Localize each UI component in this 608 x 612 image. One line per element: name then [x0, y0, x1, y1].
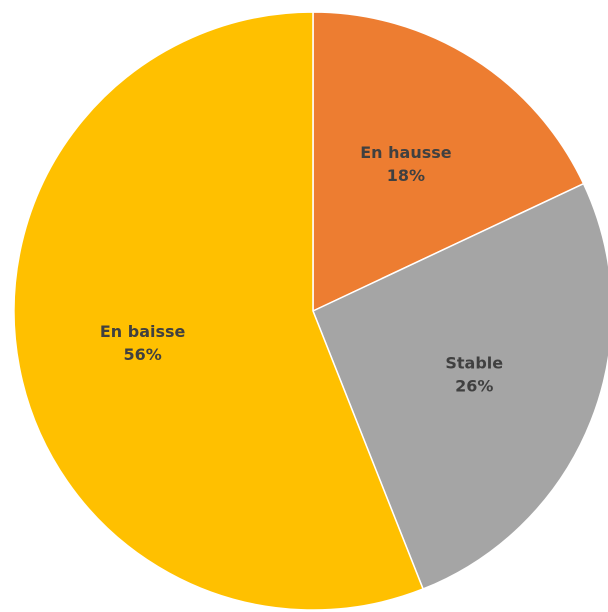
value-label: 56% — [124, 345, 162, 364]
pie-slice — [312, 182, 608, 590]
slice-label: En baisse — [100, 322, 186, 341]
slice-label: En hausse — [360, 143, 452, 162]
pie-slice — [13, 11, 425, 611]
pie-slice — [312, 11, 585, 313]
slice-label: Stable — [445, 353, 503, 372]
value-label: 26% — [455, 376, 493, 395]
value-label: 18% — [387, 166, 425, 185]
